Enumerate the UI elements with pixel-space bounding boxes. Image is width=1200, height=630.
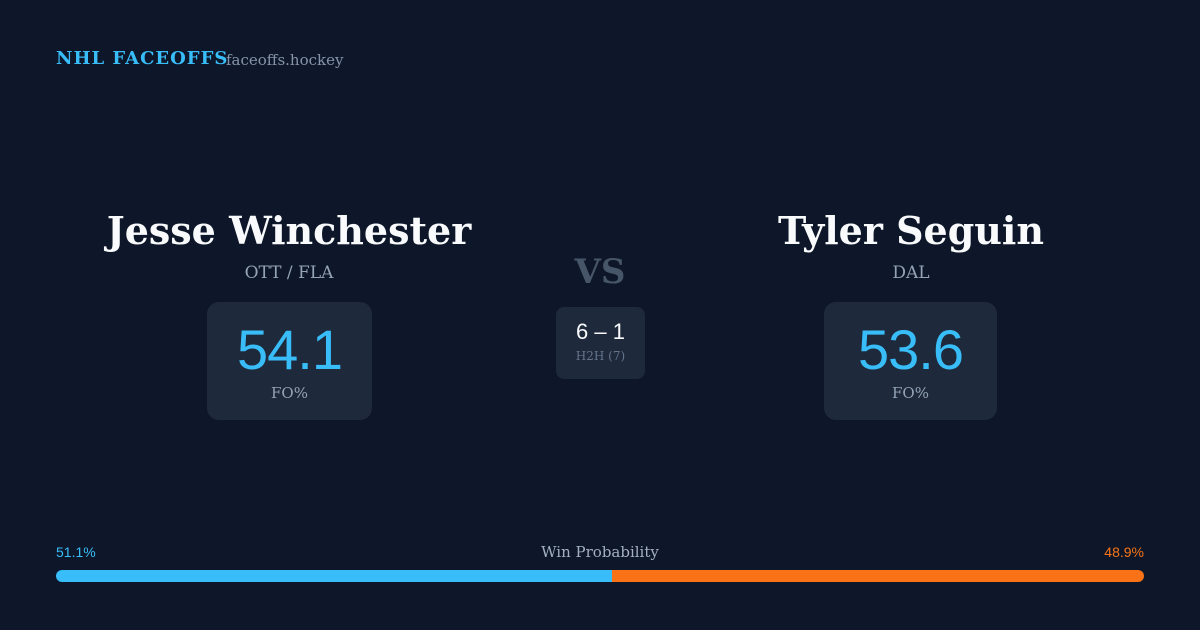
- win-prob-segment: [611, 570, 1144, 582]
- brand: NHL FACEOFFS: [56, 48, 229, 69]
- versus: VS: [574, 252, 626, 292]
- player-name: Tyler Seguin: [778, 208, 1044, 253]
- site-url: faceoffs.hockey: [226, 51, 344, 69]
- h2h-box: 6 – 1 H2H (7): [556, 307, 645, 379]
- win-prob-title: Win Probability: [541, 543, 659, 561]
- win-prob-right: 48.9%: [1104, 544, 1144, 560]
- win-prob-left: 51.1%: [56, 544, 96, 560]
- win-prob-segment: [56, 570, 612, 582]
- fo-label: FO%: [271, 384, 308, 402]
- player-right: Tyler Seguin DAL: [661, 205, 1161, 283]
- fo-label: FO%: [892, 384, 929, 402]
- player-name: Jesse Winchester: [106, 208, 472, 253]
- stat-box: 54.1 FO%: [207, 302, 372, 420]
- player-left: Jesse Winchester OTT / FLA: [39, 205, 539, 283]
- player-team: DAL: [892, 263, 930, 283]
- fo-value: 53.6: [858, 318, 964, 381]
- win-prob-bar: [56, 570, 1144, 582]
- h2h-label: H2H (7): [575, 349, 626, 363]
- h2h-score: 6 – 1: [576, 319, 625, 344]
- player-team: OTT / FLA: [244, 263, 334, 283]
- stat-box: 53.6 FO%: [824, 302, 997, 420]
- fo-value: 54.1: [237, 318, 343, 381]
